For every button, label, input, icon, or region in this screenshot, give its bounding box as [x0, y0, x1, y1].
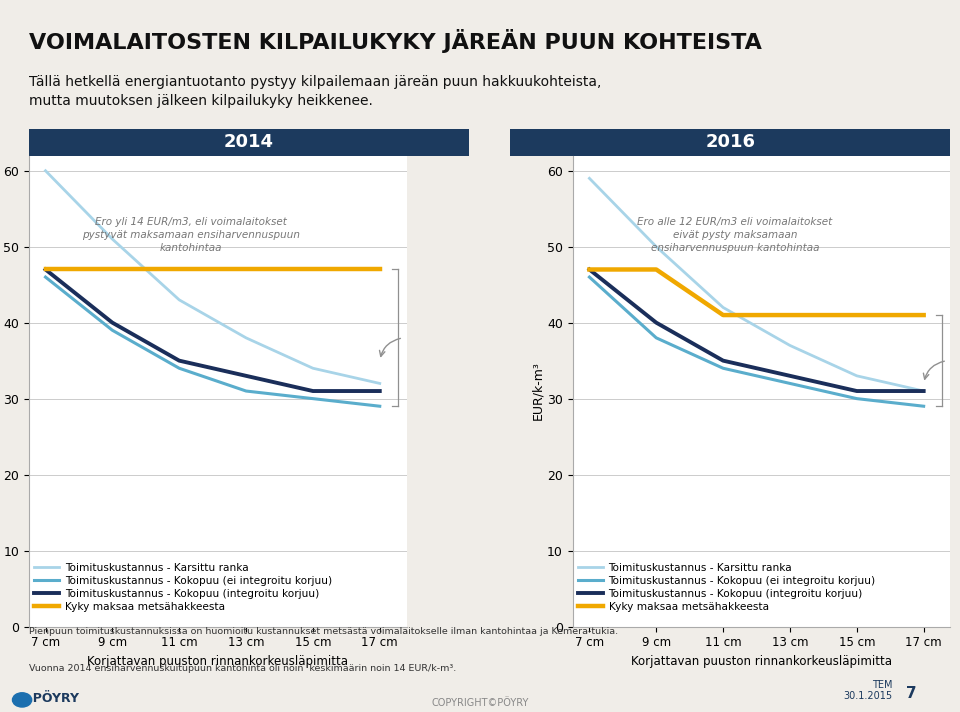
X-axis label: Korjattavan puuston rinnankorkeusläpimitta: Korjattavan puuston rinnankorkeusläpimit…	[631, 655, 892, 668]
FancyBboxPatch shape	[510, 129, 950, 155]
X-axis label: Korjattavan puuston rinnankorkeusläpimitta: Korjattavan puuston rinnankorkeusläpimit…	[87, 655, 348, 668]
Legend: Toimituskustannus - Karsittu ranka, Toimituskustannus - Kokopuu (ei integroitu k: Toimituskustannus - Karsittu ranka, Toim…	[578, 563, 876, 612]
Text: 2014: 2014	[224, 133, 274, 151]
Text: Ero alle 12 EUR/m3 eli voimalaitokset
eivät pysty maksamaan
ensiharvennuspuun ka: Ero alle 12 EUR/m3 eli voimalaitokset ei…	[637, 216, 832, 253]
Y-axis label: EUR/k-m³: EUR/k-m³	[531, 362, 544, 421]
Text: VOIMALAITOSTEN KILPAILUKYKY JÄREÄN PUUN KOHTEISTA: VOIMALAITOSTEN KILPAILUKYKY JÄREÄN PUUN …	[29, 29, 761, 53]
Text: Ero yli 14 EUR/m3, eli voimalaitokset
pystyvät maksamaan ensiharvennuspuun
kanto: Ero yli 14 EUR/m3, eli voimalaitokset py…	[83, 216, 300, 253]
Text: 7: 7	[906, 686, 917, 701]
Text: Vuonna 2014 ensiharvennuskuitupuun kantohinta oli noin  keskimäärin noin 14 EUR/: Vuonna 2014 ensiharvennuskuitupuun kanto…	[29, 664, 456, 673]
FancyBboxPatch shape	[29, 129, 469, 155]
Text: Tällä hetkellä energiantuotanto pystyy kilpailemaan järeän puun hakkuukohteista,: Tällä hetkellä energiantuotanto pystyy k…	[29, 75, 601, 108]
Text: TEM
30.1.2015: TEM 30.1.2015	[844, 680, 893, 701]
Text: Pienpuun toimituskustannuksissa on huomioitu kustannukset metsästä voimalaitokse: Pienpuun toimituskustannuksissa on huomi…	[29, 627, 618, 636]
Text: 2016: 2016	[706, 133, 756, 151]
Text: COPYRIGHT©PÖYRY: COPYRIGHT©PÖYRY	[431, 698, 529, 708]
Legend: Toimituskustannus - Karsittu ranka, Toimituskustannus - Kokopuu (ei integroitu k: Toimituskustannus - Karsittu ranka, Toim…	[34, 563, 332, 612]
Text: PÖYRY: PÖYRY	[24, 692, 79, 705]
